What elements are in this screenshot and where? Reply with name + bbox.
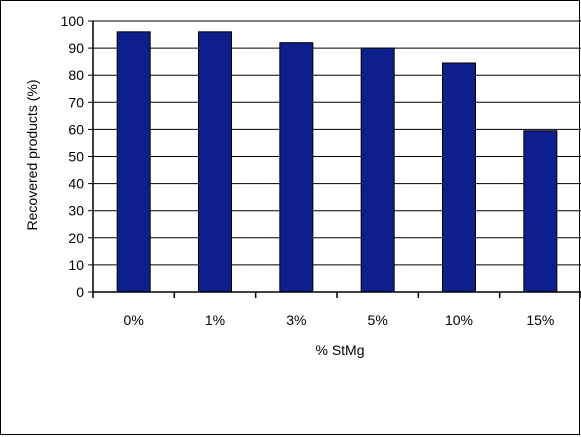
y-tick-label: 60 [68,121,84,137]
bars [116,31,558,293]
y-tick-label: 10 [68,257,84,273]
bar-15pct [523,130,558,293]
axes [88,20,581,298]
bar-3pct [279,42,314,293]
y-tick-label: 40 [68,176,84,192]
gridlines [93,20,581,266]
x-tick-label: 3% [286,312,306,328]
bar-5pct [360,47,395,293]
y-tick-label: 30 [68,203,84,219]
y-tick-labels: 0 10 20 30 40 50 60 70 80 90 100 [61,13,85,300]
y-tick-label: 70 [68,94,84,110]
x-tick-label: 15% [526,312,554,328]
bar-1pct [198,31,232,293]
y-tick-label: 100 [61,13,85,29]
x-tick-label: 0% [124,312,144,328]
y-axis-title: Recovered products (%) [24,80,40,231]
y-tick-label: 0 [76,284,84,300]
x-tick-label: 1% [205,312,225,328]
x-axis-title: % StMg [315,342,364,358]
x-tick-label: 5% [368,312,388,328]
x-tick-label: 10% [445,312,473,328]
x-tick-labels: 0% 1% 3% 5% 10% 15% [124,312,555,328]
y-tick-label: 50 [68,149,84,165]
bar-10pct [442,62,476,293]
bar-0pct [116,31,151,293]
y-tick-label: 90 [68,40,84,56]
y-tick-label: 80 [68,67,84,83]
y-tick-label: 20 [68,230,84,246]
